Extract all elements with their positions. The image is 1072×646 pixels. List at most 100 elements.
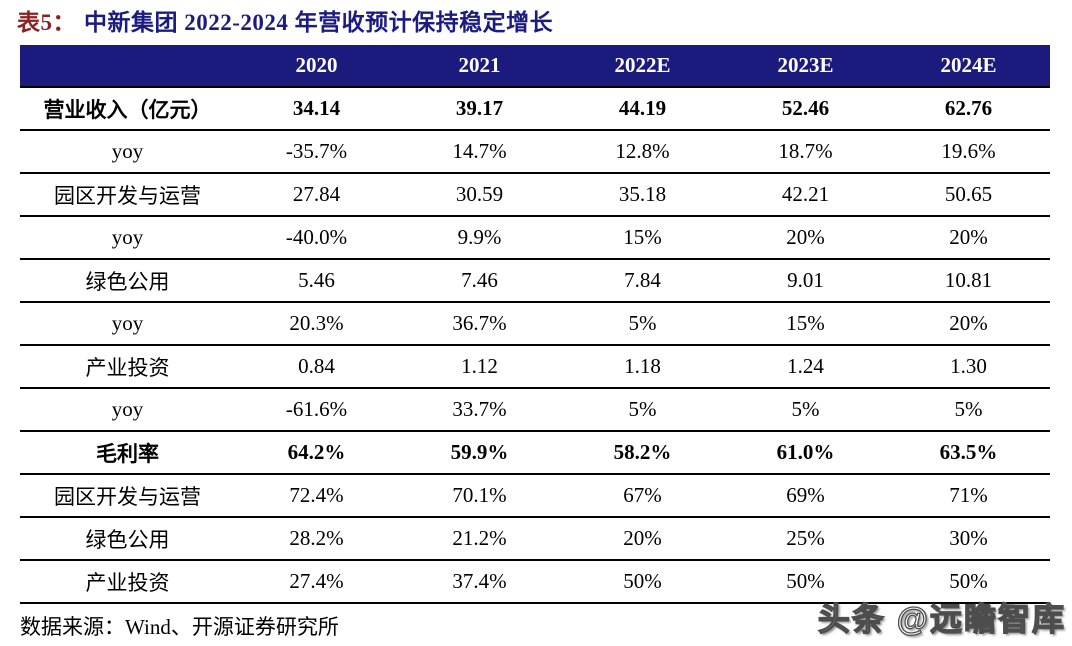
table-row: 产业投资 0.84 1.12 1.18 1.24 1.30 (20, 345, 1050, 389)
table-cell: 5% (887, 388, 1050, 432)
table-cell: 15% (561, 216, 724, 260)
table-cell: 1.24 (724, 345, 887, 389)
table-row: 产业投资 27.4% 37.4% 50% 50% 50% (20, 560, 1050, 604)
column-header-2024e: 2024E (887, 45, 1050, 88)
table-cell: 34.14 (235, 87, 398, 131)
table-cell: 30% (887, 517, 1050, 561)
table-cell: 71% (887, 474, 1050, 518)
table-cell: 42.21 (724, 173, 887, 217)
row-label: 产业投资 (20, 345, 235, 389)
row-label: 产业投资 (20, 560, 235, 604)
table-row: 毛利率 64.2% 59.9% 58.2% 61.0% 63.5% (20, 431, 1050, 475)
table-cell: 5% (724, 388, 887, 432)
table-cell: 67% (561, 474, 724, 518)
table-cell: 19.6% (887, 130, 1050, 174)
table-cell: 20% (561, 517, 724, 561)
row-label: 绿色公用 (20, 517, 235, 561)
table-cell: 9.01 (724, 259, 887, 303)
table-row: 营业收入（亿元） 34.14 39.17 44.19 52.46 62.76 (20, 87, 1050, 131)
table-cell: 9.9% (398, 216, 561, 260)
header-row: 2020 2021 2022E 2023E 2024E (20, 45, 1050, 88)
table-cell: 50% (887, 560, 1050, 604)
table-cell: 37.4% (398, 560, 561, 604)
column-header-2021: 2021 (398, 45, 561, 88)
table-cell: 39.17 (398, 87, 561, 131)
table-cell: 50% (561, 560, 724, 604)
table-cell: 64.2% (235, 431, 398, 475)
table-cell: 14.7% (398, 130, 561, 174)
row-label: yoy (20, 216, 235, 260)
table-cell: 10.81 (887, 259, 1050, 303)
table-cell: 15% (724, 302, 887, 346)
table-cell: 1.18 (561, 345, 724, 389)
table-row: yoy -40.0% 9.9% 15% 20% 20% (20, 216, 1050, 260)
table-cell: 18.7% (724, 130, 887, 174)
table-title: 表5： 中新集团 2022-2024 年营收预计保持稳定增长 (17, 3, 553, 37)
table-row: 园区开发与运营 72.4% 70.1% 67% 69% 71% (20, 474, 1050, 518)
table-row: 绿色公用 5.46 7.46 7.84 9.01 10.81 (20, 259, 1050, 303)
row-label: 营业收入（亿元） (20, 87, 235, 131)
table-title-text: 中新集团 2022-2024 年营收预计保持稳定增长 (84, 10, 554, 35)
table-row: yoy -61.6% 33.7% 5% 5% 5% (20, 388, 1050, 432)
table-cell: 35.18 (561, 173, 724, 217)
table-cell: 7.84 (561, 259, 724, 303)
table-cell: 70.1% (398, 474, 561, 518)
table-cell: 69% (724, 474, 887, 518)
table-cell: 61.0% (724, 431, 887, 475)
table-cell: 59.9% (398, 431, 561, 475)
table-cell: -61.6% (235, 388, 398, 432)
column-header-2023e: 2023E (724, 45, 887, 88)
row-label: 绿色公用 (20, 259, 235, 303)
table-cell: 7.46 (398, 259, 561, 303)
table-number-label: 表5： (17, 10, 76, 35)
table-cell: 21.2% (398, 517, 561, 561)
table-cell: 20% (724, 216, 887, 260)
table-cell: 1.12 (398, 345, 561, 389)
table-cell: 50% (724, 560, 887, 604)
table-cell: 20% (887, 302, 1050, 346)
table-cell: 25% (724, 517, 887, 561)
table-cell: 20% (887, 216, 1050, 260)
table-cell: 5.46 (235, 259, 398, 303)
table-row: 园区开发与运营 27.84 30.59 35.18 42.21 50.65 (20, 173, 1050, 217)
column-header-blank (20, 45, 235, 88)
data-source-note: 数据来源：Wind、开源证券研究所 (20, 615, 339, 639)
table-cell: 12.8% (561, 130, 724, 174)
table-row: yoy 20.3% 36.7% 5% 15% 20% (20, 302, 1050, 346)
table-cell: 30.59 (398, 173, 561, 217)
table-cell: 28.2% (235, 517, 398, 561)
table-cell: -40.0% (235, 216, 398, 260)
table-header: 2020 2021 2022E 2023E 2024E (20, 45, 1050, 88)
table-cell: 44.19 (561, 87, 724, 131)
table-cell: 5% (561, 302, 724, 346)
column-header-2022e: 2022E (561, 45, 724, 88)
table-cell: 1.30 (887, 345, 1050, 389)
table-cell: 58.2% (561, 431, 724, 475)
table-row: 绿色公用 28.2% 21.2% 20% 25% 30% (20, 517, 1050, 561)
table-cell: 50.65 (887, 173, 1050, 217)
row-label: 园区开发与运营 (20, 173, 235, 217)
row-label: yoy (20, 302, 235, 346)
table-cell: -35.7% (235, 130, 398, 174)
row-label: yoy (20, 388, 235, 432)
revenue-forecast-table: 2020 2021 2022E 2023E 2024E 营业收入（亿元） 34.1… (20, 45, 1050, 604)
table-cell: 62.76 (887, 87, 1050, 131)
table-cell: 20.3% (235, 302, 398, 346)
watermark-toutiao: 头条 @远瞻智库 (817, 600, 1066, 637)
table-cell: 5% (561, 388, 724, 432)
column-header-2020: 2020 (235, 45, 398, 88)
table-row: yoy -35.7% 14.7% 12.8% 18.7% 19.6% (20, 130, 1050, 174)
table-cell: 27.4% (235, 560, 398, 604)
table-cell: 36.7% (398, 302, 561, 346)
row-label: 毛利率 (20, 431, 235, 475)
table-body: 营业收入（亿元） 34.14 39.17 44.19 52.46 62.76 yoy -35.… (20, 87, 1050, 604)
row-label: yoy (20, 130, 235, 174)
table-cell: 72.4% (235, 474, 398, 518)
row-label: 园区开发与运营 (20, 474, 235, 518)
table-cell: 63.5% (887, 431, 1050, 475)
table-cell: 52.46 (724, 87, 887, 131)
table-cell: 0.84 (235, 345, 398, 389)
table-cell: 27.84 (235, 173, 398, 217)
table-cell: 33.7% (398, 388, 561, 432)
